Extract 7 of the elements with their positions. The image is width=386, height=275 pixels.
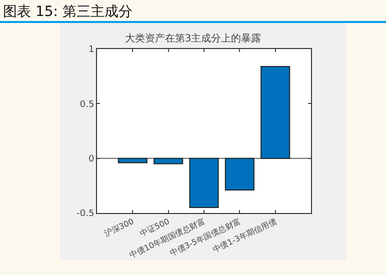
text: 图表 15: 第三主成分: [3, 4, 132, 20]
x-tick-label: 沪深300: [103, 216, 136, 238]
y-tick-label: 0.5: [80, 100, 94, 110]
y-tick-label: -0.5: [76, 209, 94, 220]
y-tick-label: 1: [88, 45, 94, 56]
chart-title: 大类资产在第3主成分上的暴露: [124, 32, 262, 44]
y-tick-label: 0: [88, 154, 94, 164]
